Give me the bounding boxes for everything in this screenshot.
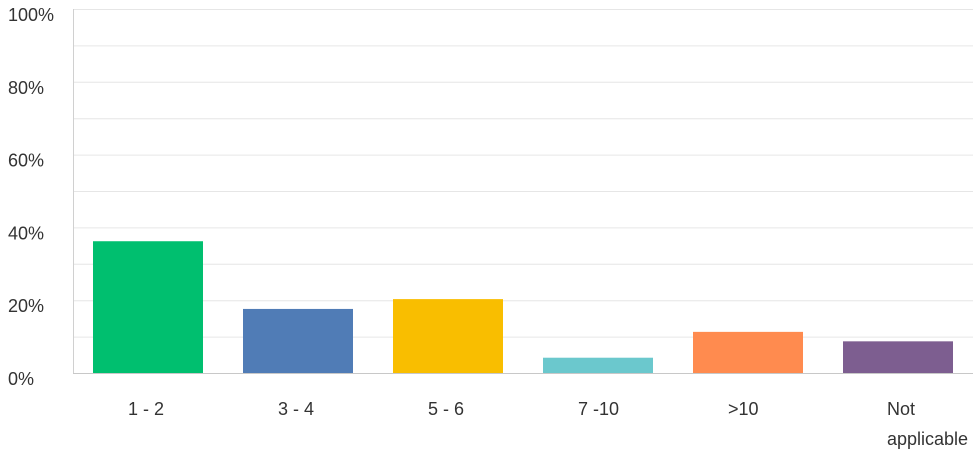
x-tick-label: Not applicable [887, 399, 968, 449]
bars [93, 241, 953, 373]
bar [243, 308, 353, 373]
x-tick-label: 1 - 2 [128, 399, 164, 419]
y-tick-label: 100% [8, 5, 54, 25]
x-tick-label-line: applicable [887, 429, 968, 449]
bar [843, 341, 953, 373]
y-tick-label: 0% [8, 369, 34, 389]
bar [543, 357, 653, 373]
x-tick-label: 7 -10 [578, 399, 619, 419]
y-axis: 0% 20% 40% 60% 80% 100% [8, 5, 74, 389]
x-tick-label-line: 7 -10 [578, 399, 619, 419]
x-tick-label-line: 3 - 4 [278, 399, 314, 419]
y-tick-label: 20% [8, 296, 44, 316]
y-tick-label: 60% [8, 151, 44, 171]
y-tick-label: 80% [8, 78, 44, 98]
y-tick-label: 40% [8, 223, 44, 243]
x-tick-label-line: >10 [728, 399, 759, 419]
x-tick-label: >10 [728, 399, 759, 419]
bar [693, 331, 803, 373]
x-tick-label-line: Not [887, 399, 915, 419]
x-tick-label-line: 5 - 6 [428, 399, 464, 419]
x-axis: 1 - 2 3 - 4 5 - 6 7 -10 >10 Not applicable [73, 373, 973, 449]
x-tick-label: 5 - 6 [428, 399, 464, 419]
bar [93, 241, 203, 373]
bar [393, 299, 503, 373]
x-tick-label: 3 - 4 [278, 399, 314, 419]
x-tick-label-line: 1 - 2 [128, 399, 164, 419]
gridlines [73, 9, 973, 338]
